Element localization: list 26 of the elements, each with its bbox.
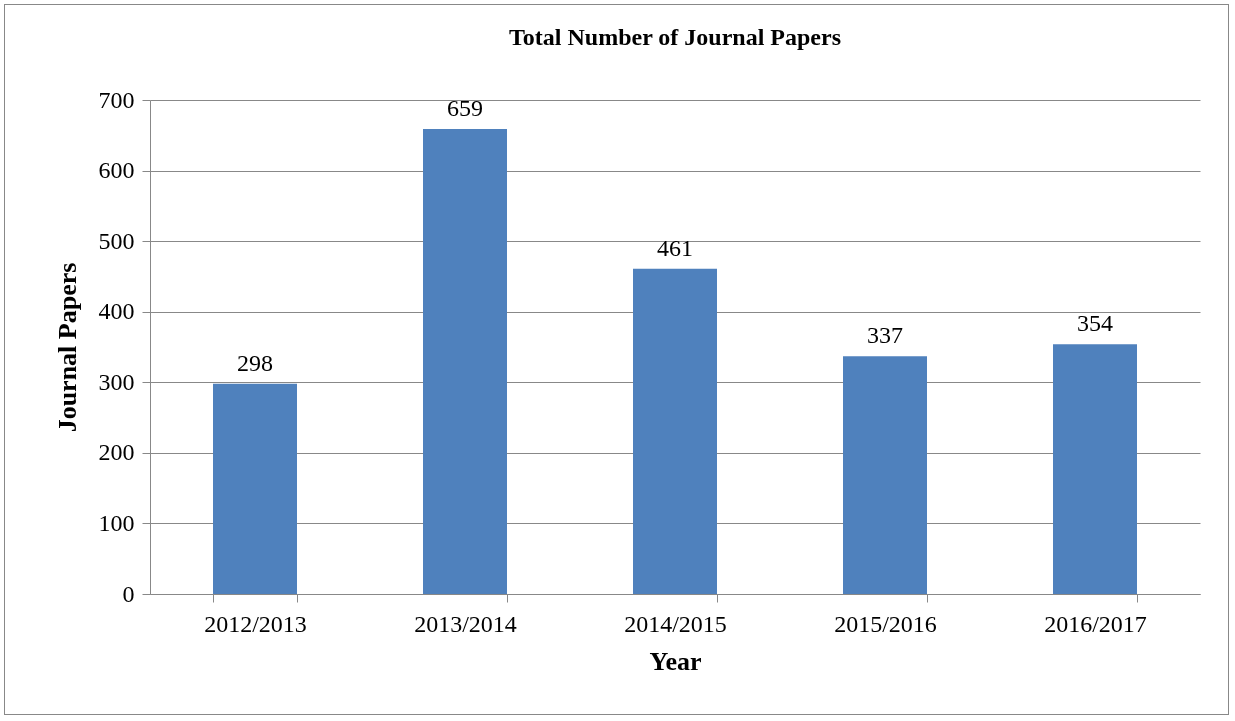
x-tick-label: 2016/2017 [1044,610,1147,637]
y-tick-label: 600 [98,157,135,184]
y-axis-title: Journal Papers [52,262,82,433]
chart-title: Total Number of Journal Papers [508,24,842,50]
y-tick-label: 200 [98,439,135,466]
x-axis-title: Year [649,646,702,676]
x-tick-label: 2013/2014 [414,610,517,637]
data-label: 354 [1077,310,1113,337]
y-tick-label: 0 [122,580,135,607]
y-tick-label: 100 [98,509,135,536]
bar [1053,344,1137,594]
y-tick-label: 500 [98,227,135,254]
bar [843,356,927,594]
data-label: 461 [657,234,693,261]
x-tick-label: 2014/2015 [624,610,727,637]
bar [213,383,297,594]
bar [633,268,717,594]
x-tick-label: 2012/2013 [204,610,307,637]
x-tick-label: 2015/2016 [834,610,937,637]
y-tick-label: 300 [98,368,135,395]
bar [423,128,507,594]
data-label: 659 [447,94,483,121]
data-label: 337 [867,322,903,349]
y-tick-label: 700 [98,86,135,113]
y-tick-label: 400 [98,298,135,325]
data-label: 298 [237,349,273,376]
